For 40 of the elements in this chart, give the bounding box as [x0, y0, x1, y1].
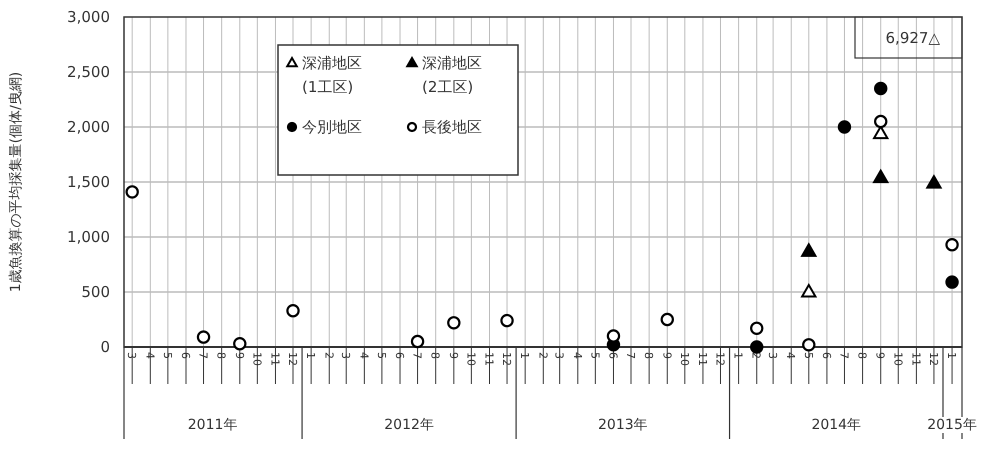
- y-tick-label: 500: [81, 283, 110, 301]
- x-tick-label: 1: [304, 352, 318, 359]
- x-tick-label: 11: [696, 352, 709, 366]
- x-tick-label: 10: [464, 352, 478, 366]
- year-label: 2011年: [186, 417, 238, 433]
- x-tick-label: 12: [926, 352, 940, 366]
- y-tick-label: 2,000: [67, 118, 110, 136]
- x-tick-label: 12: [500, 352, 514, 366]
- annotation: 6,927△: [886, 29, 940, 47]
- year-label: 2012年: [383, 417, 435, 433]
- x-tick-label: 5: [160, 352, 174, 359]
- x-tick-label: 10: [678, 352, 691, 366]
- y-tick-label: 1,500: [67, 173, 110, 191]
- legend-label: 深浦地区 (1工区): [302, 54, 362, 96]
- x-tick-label: 2: [750, 352, 763, 359]
- x-tick-label: 5: [588, 352, 602, 359]
- y-tick-label: 2,500: [67, 63, 110, 81]
- year-label: 2013年: [597, 417, 649, 433]
- x-tick-label: 12: [713, 352, 726, 366]
- legend-label: 長後地区: [422, 118, 482, 136]
- y-tick-label: 0: [100, 338, 110, 356]
- x-tick-label: 2: [536, 352, 550, 359]
- x-tick-label: 5: [802, 352, 815, 359]
- x-tick-label: 5: [374, 352, 388, 359]
- x-tick-label: 11: [268, 352, 282, 366]
- legend-label: 深浦地区 (2工区): [422, 54, 482, 96]
- legend-label: 今別地区: [302, 118, 362, 136]
- y-tick-label: 1,000: [67, 228, 110, 246]
- x-tick-label: 2: [322, 352, 336, 359]
- x-tick-label: 10: [250, 352, 264, 366]
- y-tick-label: 3,000: [67, 8, 110, 26]
- x-tick-label: 11: [909, 352, 922, 366]
- x-tick-label: 7: [837, 352, 850, 359]
- year-label: 2014年: [810, 417, 862, 433]
- x-tick-label: 1: [518, 352, 532, 359]
- y-axis-title: 1歳魚換算の平均採集量(個体/曳網): [8, 72, 24, 292]
- x-tick-label: 1: [945, 352, 958, 359]
- x-tick-label: 10: [891, 352, 904, 366]
- year-label: 2015年: [926, 417, 978, 433]
- x-tick-label: 1: [732, 352, 745, 359]
